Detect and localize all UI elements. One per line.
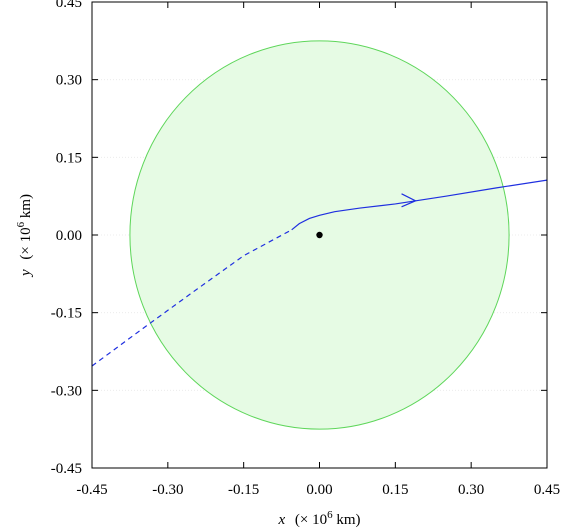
- y-axis-title: y (× 106 km): [15, 194, 34, 278]
- trajectory-solid: [291, 179, 547, 231]
- x-tick-label: 0.30: [458, 482, 484, 498]
- y-tick-label: -0.30: [51, 383, 82, 399]
- central-body-dot: [316, 231, 323, 239]
- y-axis-exp: 6: [15, 221, 27, 227]
- trajectory-series: [92, 179, 547, 367]
- y-tick-label: -0.45: [51, 461, 82, 477]
- x-axis-pre: (× 10: [295, 512, 327, 528]
- x-tick-label: 0.00: [306, 482, 332, 498]
- x-axis-title: x (× 106 km): [277, 509, 360, 528]
- y-tick-label: 0.15: [56, 150, 82, 166]
- axis-ticks: [91, 1, 548, 469]
- tick-labels: -0.45 -0.30 -0.15 0.00 0.15 0.30 0.45 -0.45 -0.3…: [51, 0, 560, 498]
- y-axis-post: km): [18, 194, 34, 222]
- x-axis-post: km): [333, 512, 361, 528]
- y-tick-label: 0.45: [56, 0, 82, 11]
- y-tick-label: 0.00: [56, 228, 82, 244]
- x-axis-var: x: [277, 512, 285, 528]
- y-tick-label: -0.15: [51, 306, 82, 322]
- central-body: [316, 231, 323, 239]
- y-axis-pre: (× 10: [18, 227, 34, 259]
- y-tick-label: 0.30: [56, 73, 82, 89]
- x-tick-label: -0.15: [228, 482, 259, 498]
- x-tick-label: -0.30: [152, 482, 183, 498]
- direction-arrow: [401, 193, 417, 208]
- x-tick-label: 0.15: [382, 482, 408, 498]
- x-tick-label: 0.45: [534, 482, 560, 498]
- x-axis-exp: 6: [327, 509, 333, 521]
- y-axis-var: y: [18, 269, 34, 278]
- x-tick-label: -0.45: [76, 482, 107, 498]
